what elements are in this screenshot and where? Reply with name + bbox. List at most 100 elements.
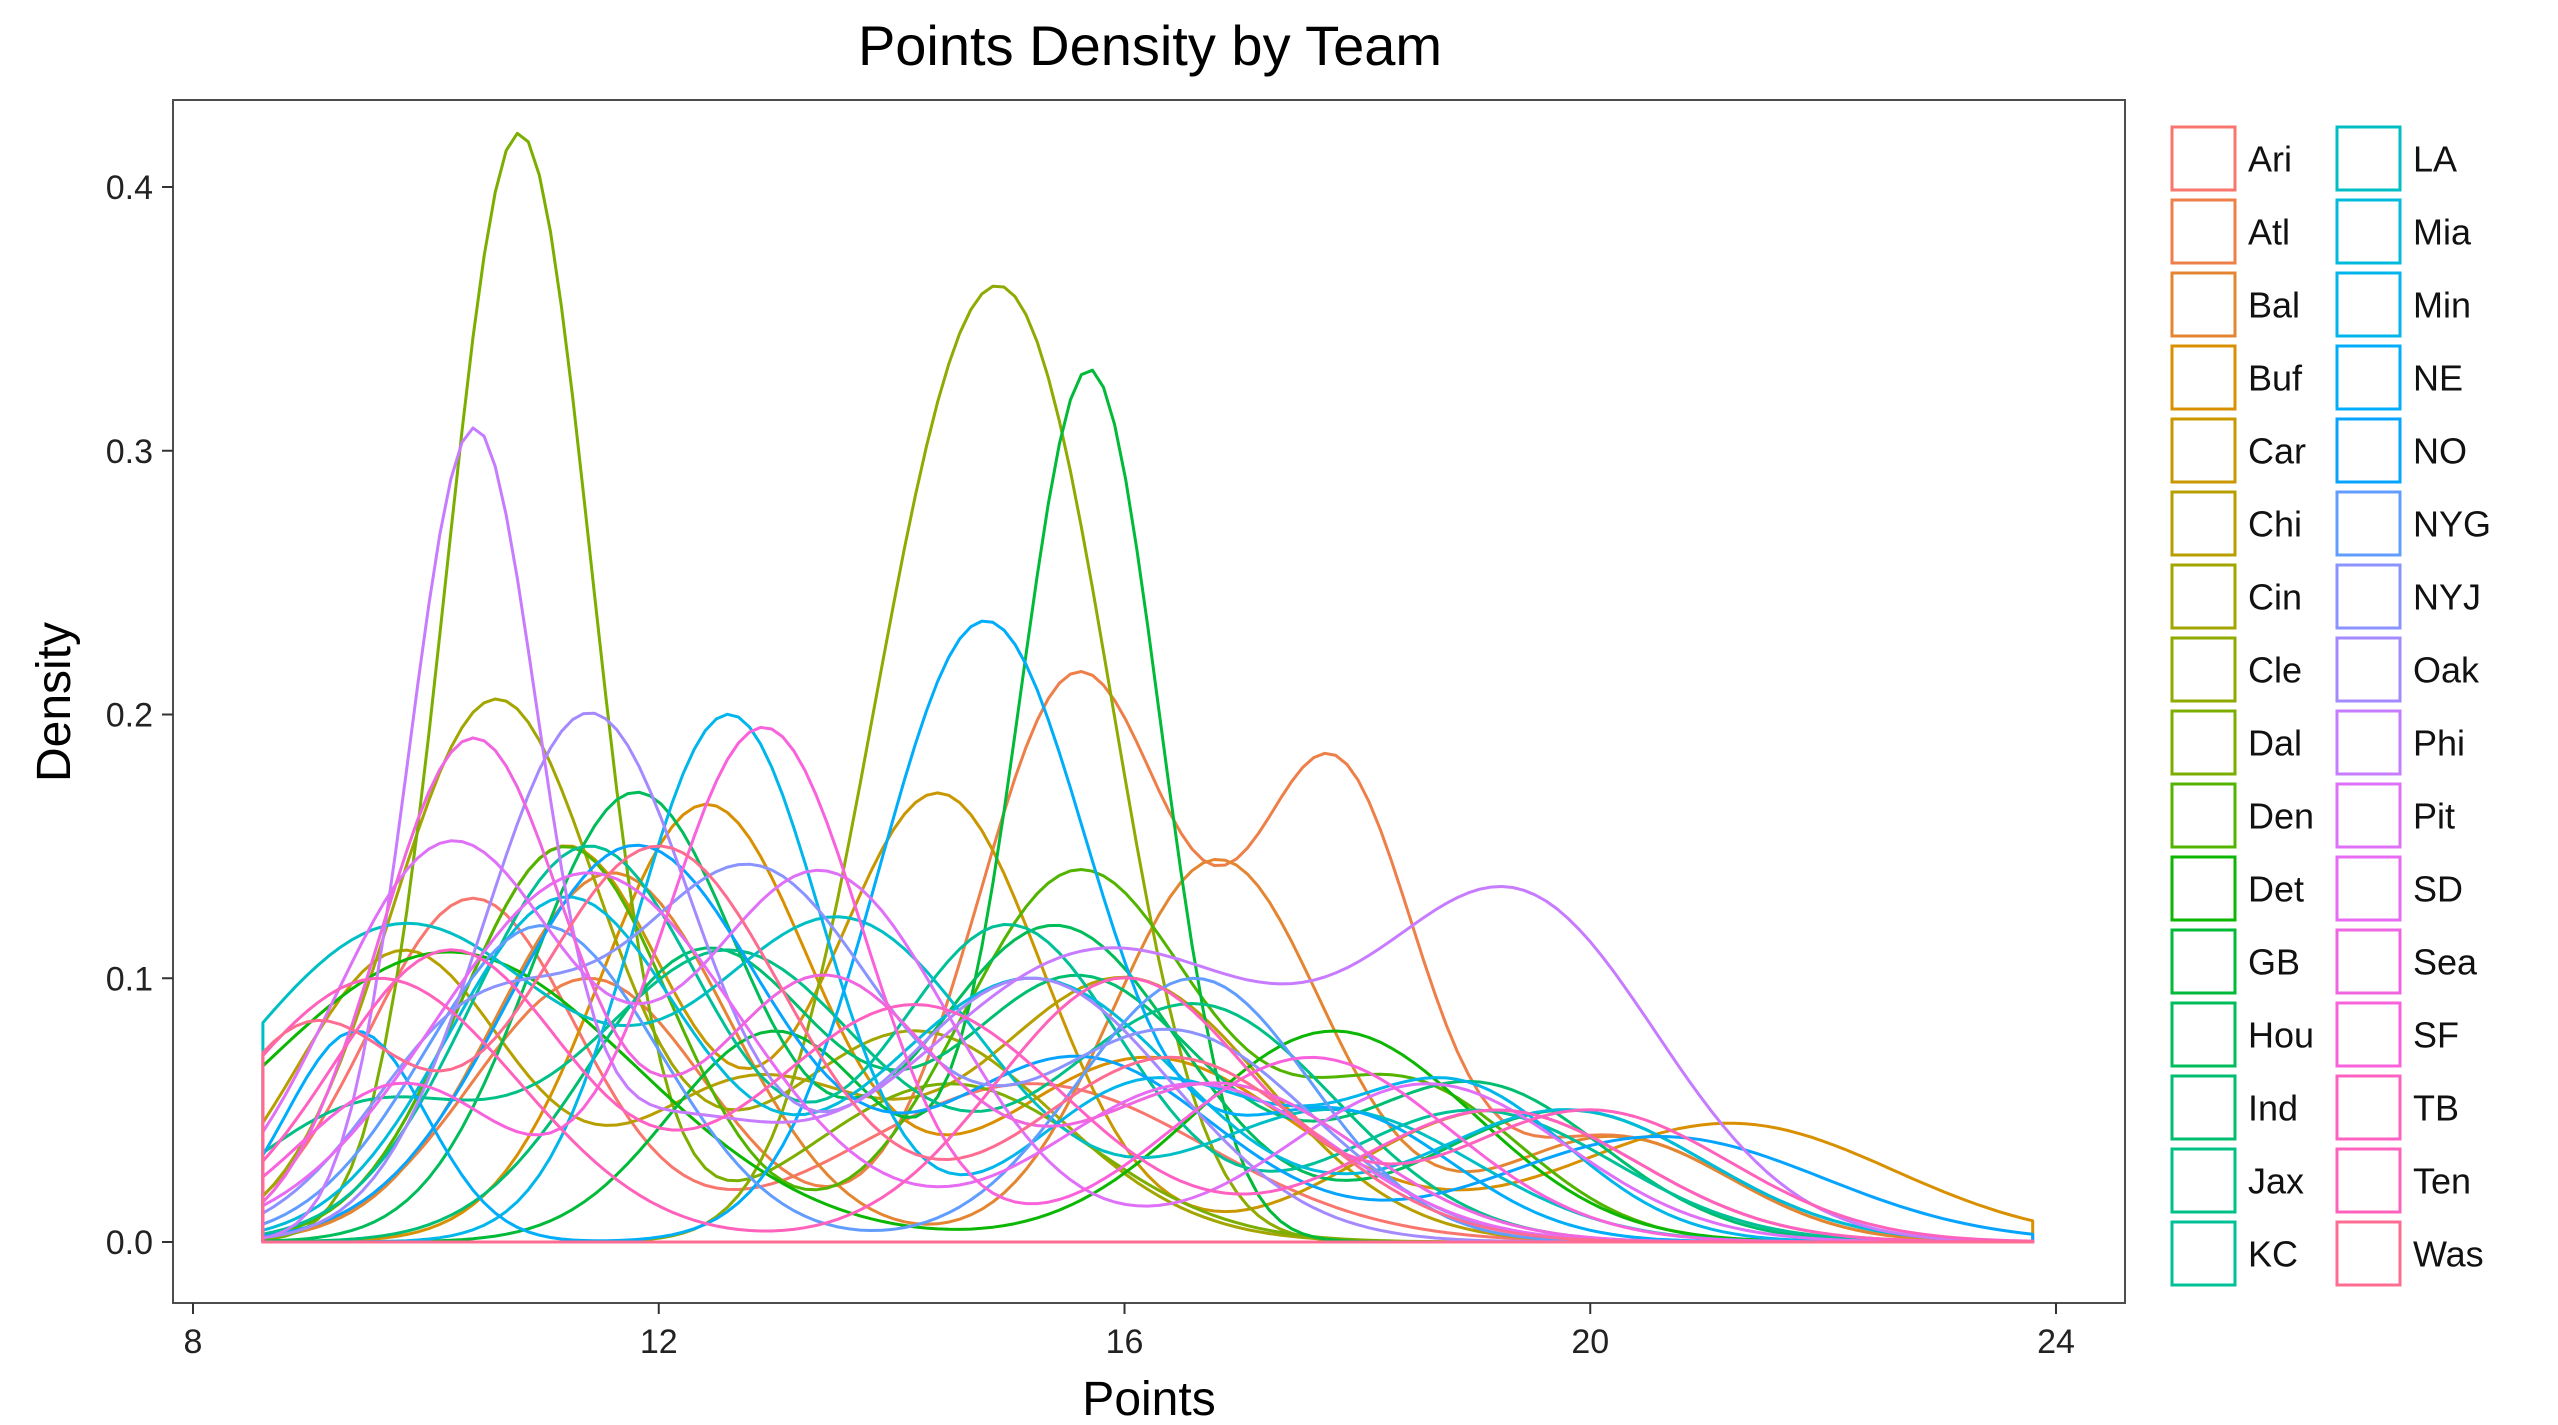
legend-label: Bal <box>2248 285 2300 326</box>
legend-item-ten: Ten <box>2335 1147 2471 1214</box>
legend-item-nyj: NYJ <box>2335 563 2481 630</box>
legend-key <box>2170 1220 2237 1287</box>
legend-label: TB <box>2413 1088 2459 1129</box>
legend-label: Min <box>2413 285 2471 326</box>
legend-label: Den <box>2248 796 2314 837</box>
legend-label: Chi <box>2248 504 2302 545</box>
legend-key <box>2170 1074 2237 1141</box>
y-tick-label: 0.2 <box>106 697 153 735</box>
plot-border <box>172 99 2126 1304</box>
legend-label: Mia <box>2413 212 2472 253</box>
legend-key <box>2170 855 2237 922</box>
legend-label: Dal <box>2248 723 2302 764</box>
legend-item-atl: Atl <box>2170 198 2290 265</box>
legend-key <box>2335 271 2402 338</box>
legend-key <box>2170 125 2237 192</box>
legend-key <box>2335 1147 2402 1214</box>
legend-item-chi: Chi <box>2170 490 2302 557</box>
legend-label: SF <box>2413 1015 2459 1056</box>
x-tick-label: 24 <box>2037 1323 2075 1361</box>
y-axis: 0.0 0.1 0.2 0.3 0.4 <box>106 169 173 1262</box>
x-tick-label: 16 <box>1106 1323 1144 1361</box>
legend-item-ind: Ind <box>2170 1074 2298 1141</box>
legend-item-buf: Buf <box>2170 344 2303 411</box>
legend-item-sd: SD <box>2335 855 2463 922</box>
density-curve-min <box>261 712 2035 1244</box>
legend-label: Was <box>2413 1234 2484 1275</box>
legend-label: Cle <box>2248 650 2302 691</box>
legend-item-sea: Sea <box>2335 928 2478 995</box>
legend-item-car: Car <box>2170 417 2306 484</box>
legend-key <box>2170 271 2237 338</box>
x-axis: 8 12 16 20 24 <box>184 1303 2075 1361</box>
legend-key <box>2170 563 2237 630</box>
x-tick-label: 8 <box>184 1323 203 1361</box>
legend-item-bal: Bal <box>2170 271 2300 338</box>
x-tick-label: 12 <box>640 1323 678 1361</box>
x-tick-label: 20 <box>1571 1323 1609 1361</box>
density-curve-no <box>261 843 2035 1244</box>
y-tick-label: 0.4 <box>106 169 153 207</box>
legend-key <box>2335 563 2402 630</box>
legend-item-jax: Jax <box>2170 1147 2304 1214</box>
legend-item-mia: Mia <box>2335 198 2472 265</box>
series-layer <box>261 131 2035 1244</box>
density-curve-ind <box>261 946 2035 1244</box>
density-curve-tb <box>261 948 2035 1244</box>
y-tick-label: 0.3 <box>106 433 153 471</box>
density-curve-mia <box>261 895 2035 1244</box>
legend-label: NE <box>2413 358 2463 399</box>
legend-key <box>2170 928 2237 995</box>
legend-label: GB <box>2248 942 2300 983</box>
legend-label: NYJ <box>2413 577 2481 618</box>
legend-key <box>2335 636 2402 703</box>
legend-label: Sea <box>2413 942 2478 983</box>
y-tick-label: 0.1 <box>106 960 153 998</box>
legend-item-kc: KC <box>2170 1220 2298 1287</box>
legend-key <box>2170 709 2237 776</box>
legend-key <box>2170 344 2237 411</box>
legend-item-nyg: NYG <box>2335 490 2491 557</box>
legend-item-sf: SF <box>2335 1001 2459 1068</box>
y-axis-title: Density <box>28 622 81 782</box>
legend-label: Jax <box>2248 1161 2304 1202</box>
plot-panel <box>173 100 2125 1303</box>
x-axis-title: Points <box>1082 1373 1215 1425</box>
legend-key <box>2335 709 2402 776</box>
legend-key <box>2170 417 2237 484</box>
legend-key <box>2335 490 2402 557</box>
legend-key <box>2335 1001 2402 1068</box>
legend-key <box>2335 417 2402 484</box>
legend-label: NO <box>2413 431 2467 472</box>
legend-key <box>2335 125 2402 192</box>
legend-label: Ten <box>2413 1161 2471 1202</box>
density-curve-pit <box>261 839 2035 1244</box>
chart-title: Points Density by Team <box>858 14 1442 77</box>
legend-item-cle: Cle <box>2170 636 2302 703</box>
legend-item-hou: Hou <box>2170 1001 2314 1068</box>
legend-key <box>2335 344 2402 411</box>
legend-label: Cin <box>2248 577 2302 618</box>
legend-label: Phi <box>2413 723 2465 764</box>
legend-item-no: NO <box>2335 417 2467 484</box>
legend-key <box>2335 1220 2402 1287</box>
legend-key <box>2335 855 2402 922</box>
legend-label: Atl <box>2248 212 2290 253</box>
legend-label: Oak <box>2413 650 2480 691</box>
legend-label: Ari <box>2248 139 2292 180</box>
y-tick-label: 0.0 <box>106 1224 153 1262</box>
legend-item-det: Det <box>2170 855 2304 922</box>
legend-label: Buf <box>2248 358 2303 399</box>
legend-key <box>2170 198 2237 265</box>
legend-item-la: LA <box>2335 125 2457 192</box>
legend: Ari Atl Bal Buf Car Chi Cin Cle Dal Den Det GB Hou In… <box>2170 125 2491 1287</box>
legend-label: Car <box>2248 431 2306 472</box>
density-curve-ten <box>261 976 2035 1244</box>
legend-key <box>2335 198 2402 265</box>
legend-item-gb: GB <box>2170 928 2300 995</box>
legend-item-ne: NE <box>2335 344 2463 411</box>
legend-key <box>2170 782 2237 849</box>
legend-key <box>2170 1147 2237 1214</box>
legend-label: LA <box>2413 139 2457 180</box>
